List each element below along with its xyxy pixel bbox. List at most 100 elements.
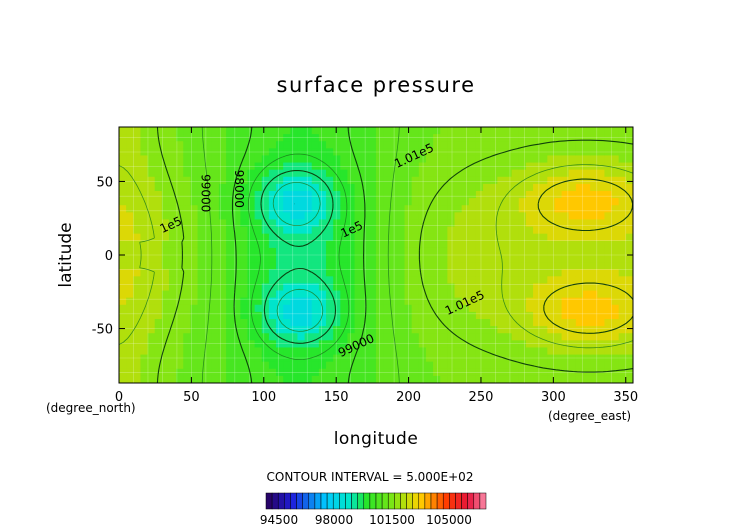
y-axis-label: latitude xyxy=(56,222,76,287)
field-cell xyxy=(390,127,399,135)
field-cell xyxy=(226,148,234,157)
field-cell xyxy=(247,319,256,327)
field-cell xyxy=(611,255,620,263)
field-cell xyxy=(383,176,391,185)
field-cell xyxy=(425,333,434,341)
field-cell xyxy=(604,333,613,341)
field-cell xyxy=(618,304,627,313)
field-cell xyxy=(440,304,448,313)
field-cell xyxy=(411,219,420,228)
field-cell xyxy=(490,162,498,171)
field-cell xyxy=(268,162,277,171)
field-cell xyxy=(547,162,556,171)
field-cell xyxy=(540,333,548,341)
field-cell xyxy=(468,255,477,263)
field-cell xyxy=(361,262,370,270)
field-cell xyxy=(326,169,334,178)
field-cell xyxy=(590,183,598,192)
field-cell xyxy=(218,205,227,213)
field-cell xyxy=(154,262,163,270)
field-cell xyxy=(583,326,591,334)
field-cell xyxy=(411,183,420,192)
field-cell xyxy=(211,375,220,383)
field-cell xyxy=(261,191,270,199)
field-cell xyxy=(283,319,291,327)
field-cell xyxy=(368,347,377,356)
field-cell xyxy=(333,247,341,256)
field-cell xyxy=(211,240,220,249)
field-cell xyxy=(604,319,613,327)
field-cell xyxy=(511,212,520,221)
field-cell xyxy=(404,290,413,299)
field-cell xyxy=(411,169,420,178)
field-cell xyxy=(383,169,391,178)
field-cell xyxy=(468,148,477,157)
field-cell xyxy=(490,169,498,178)
field-cell xyxy=(240,183,249,192)
field-cell xyxy=(311,134,320,142)
field-cell xyxy=(240,347,249,356)
y-tick-label: -50 xyxy=(92,323,113,338)
field-cell xyxy=(140,340,149,349)
field-cell xyxy=(568,240,577,249)
field-cell xyxy=(333,283,341,292)
field-cell xyxy=(133,169,142,178)
field-cell xyxy=(247,269,256,277)
field-cell xyxy=(568,233,577,242)
field-cell xyxy=(268,127,277,135)
field-cell xyxy=(433,304,441,313)
field-cell xyxy=(283,226,291,235)
field-cell xyxy=(268,262,277,270)
field-cell xyxy=(575,205,584,213)
field-cell xyxy=(625,240,633,249)
field-cell xyxy=(411,326,420,334)
field-cell xyxy=(404,155,413,164)
field-cell xyxy=(126,283,134,292)
field-cell xyxy=(190,375,199,383)
field-cell xyxy=(197,375,206,383)
field-cell xyxy=(540,297,548,306)
field-cell xyxy=(261,141,270,149)
field-cell xyxy=(318,333,327,341)
field-cell xyxy=(226,155,234,164)
field-cell xyxy=(354,375,363,383)
field-cell xyxy=(254,233,263,242)
field-cell xyxy=(304,304,313,313)
field-cell xyxy=(390,233,399,242)
field-cell xyxy=(525,148,534,157)
field-cell xyxy=(440,183,448,192)
field-cell xyxy=(397,347,406,356)
field-cell xyxy=(233,354,241,363)
field-cell xyxy=(590,333,598,341)
field-cell xyxy=(418,269,427,277)
field-cell xyxy=(461,262,470,270)
field-cell xyxy=(554,304,563,313)
field-cell xyxy=(554,333,563,341)
field-cell xyxy=(418,247,427,256)
field-cell xyxy=(368,368,377,377)
field-cell xyxy=(590,247,598,256)
field-cell xyxy=(161,205,170,213)
field-cell xyxy=(333,226,341,235)
field-cell xyxy=(525,176,534,185)
field-cell xyxy=(218,326,227,334)
field-cell xyxy=(383,262,391,270)
field-cell xyxy=(276,304,284,313)
field-cell xyxy=(133,311,142,320)
field-cell xyxy=(440,276,448,285)
field-cell xyxy=(597,326,606,334)
field-cell xyxy=(504,212,513,221)
field-cell xyxy=(376,176,384,185)
field-cell xyxy=(554,141,563,149)
field-cell xyxy=(618,226,627,235)
field-cell xyxy=(368,198,377,206)
field-cell xyxy=(218,198,227,206)
field-cell xyxy=(618,361,627,370)
field-cell xyxy=(183,255,191,263)
field-cell xyxy=(561,212,570,221)
field-cell xyxy=(561,219,570,228)
field-cell xyxy=(518,233,527,242)
field-cell xyxy=(376,276,384,285)
field-cell xyxy=(261,333,270,341)
field-cell xyxy=(475,226,484,235)
